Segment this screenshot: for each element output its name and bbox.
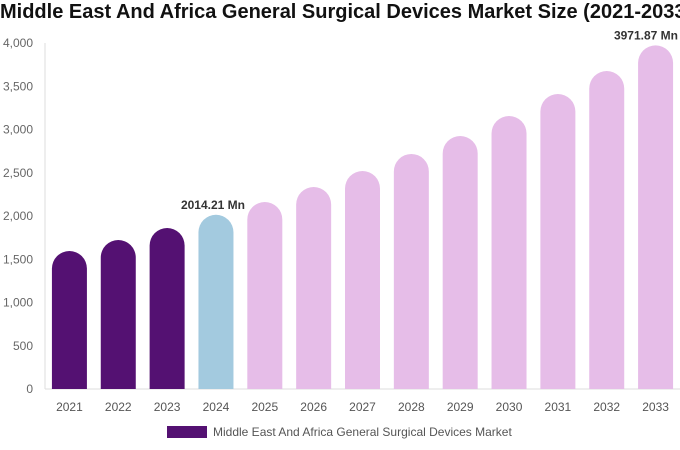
bar-2029 xyxy=(442,135,478,389)
x-tick-label: 2033 xyxy=(642,400,669,414)
chart-title: Middle East And Africa General Surgical … xyxy=(0,1,680,23)
bar-2022 xyxy=(100,240,136,389)
x-tick-label: 2030 xyxy=(496,400,523,414)
x-tick-label: 2032 xyxy=(593,400,620,414)
y-tick-label: 1,000 xyxy=(3,296,33,310)
x-tick-label: 2027 xyxy=(349,400,376,414)
x-tick-label: 2031 xyxy=(545,400,572,414)
x-tick-label: 2023 xyxy=(154,400,181,414)
data-label: 3971.87 Mn xyxy=(614,28,678,42)
x-tick-label: 2024 xyxy=(203,400,230,414)
y-tick-label: 0 xyxy=(26,382,33,396)
bar-2032 xyxy=(589,71,625,389)
bar-2025 xyxy=(247,201,283,389)
bar-2028 xyxy=(393,153,429,389)
bar-2030 xyxy=(491,116,527,389)
x-tick-label: 2022 xyxy=(105,400,132,414)
x-tick-label: 2028 xyxy=(398,400,425,414)
data-label: 2014.21 Mn xyxy=(181,198,245,212)
y-tick-label: 1,500 xyxy=(3,252,33,266)
y-tick-label: 2,500 xyxy=(3,166,33,180)
y-tick-label: 500 xyxy=(13,339,33,353)
bar-2031 xyxy=(540,94,576,389)
bar-2026 xyxy=(296,187,332,389)
y-tick-label: 4,000 xyxy=(3,36,33,50)
x-tick-label: 2026 xyxy=(300,400,327,414)
legend: Middle East And Africa General Surgical … xyxy=(167,425,512,439)
legend-label: Middle East And Africa General Surgical … xyxy=(213,425,512,439)
x-tick-label: 2021 xyxy=(56,400,83,414)
legend-swatch xyxy=(167,426,207,438)
bar-2021 xyxy=(51,251,87,389)
x-tick-label: 2025 xyxy=(251,400,278,414)
bar-2024 xyxy=(198,214,234,389)
y-tick-label: 2,000 xyxy=(3,209,33,223)
y-tick-label: 3,000 xyxy=(3,123,33,137)
bar-2023 xyxy=(149,228,185,389)
x-tick-label: 2029 xyxy=(447,400,474,414)
bar-2027 xyxy=(345,171,380,389)
bar-2033 xyxy=(638,45,674,389)
y-tick-label: 3,500 xyxy=(3,79,33,93)
